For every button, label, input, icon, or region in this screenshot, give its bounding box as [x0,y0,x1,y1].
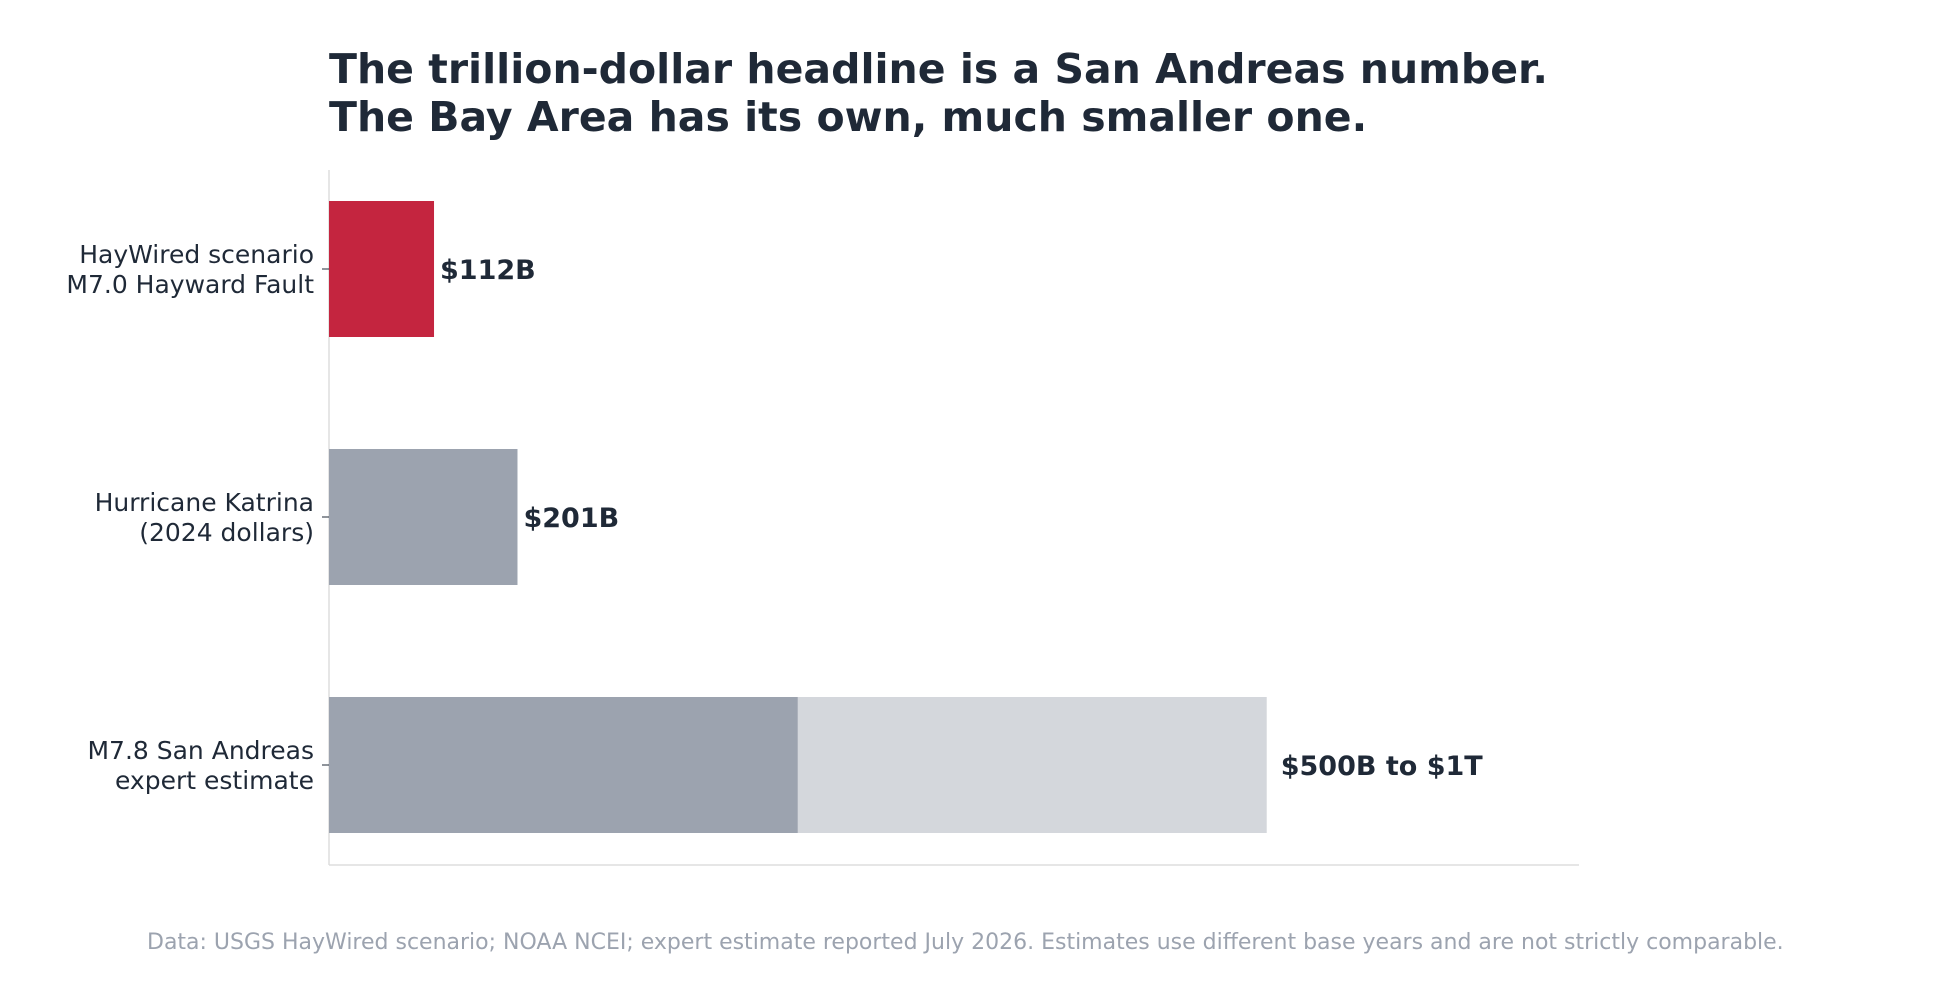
category-label: HayWired scenario [79,240,314,269]
value-label: $201B [523,503,619,534]
bar-range [797,697,1267,833]
bars-layer [329,201,1267,833]
category-label: Hurricane Katrina [95,488,314,517]
chart-title-line: The trillion-dollar headline is a San An… [329,45,1548,93]
source-footnote: Data: USGS HayWired scenario; NOAA NCEI;… [147,930,1784,955]
bar [329,201,435,337]
bar [329,697,798,833]
category-label: M7.0 Hayward Fault [66,270,314,299]
chart-title-line: The Bay Area has its own, much smaller o… [329,93,1367,141]
chart-title: The trillion-dollar headline is a San An… [329,45,1548,141]
category-label: (2024 dollars) [139,518,314,547]
value-labels: $112B $201B $500B to $1T [440,255,1483,782]
category-label: M7.8 San Andreas [87,736,314,765]
value-label: $500B to $1T [1281,751,1484,782]
bar [329,449,518,585]
category-label: expert estimate [115,766,314,795]
value-label: $112B [440,255,536,286]
